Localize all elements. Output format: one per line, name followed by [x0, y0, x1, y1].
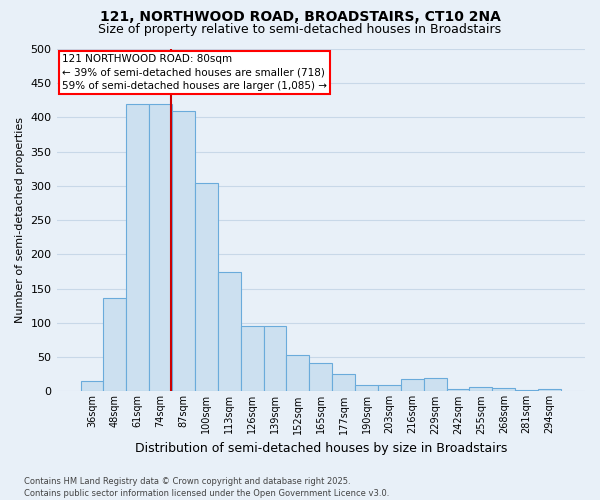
- Bar: [218, 272, 241, 392]
- Bar: [263, 326, 286, 392]
- Text: 121, NORTHWOOD ROAD, BROADSTAIRS, CT10 2NA: 121, NORTHWOOD ROAD, BROADSTAIRS, CT10 2…: [100, 10, 500, 24]
- Bar: [378, 384, 401, 392]
- Y-axis label: Number of semi-detached properties: Number of semi-detached properties: [15, 117, 25, 323]
- Bar: [172, 110, 195, 392]
- Text: Contains HM Land Registry data © Crown copyright and database right 2025.
Contai: Contains HM Land Registry data © Crown c…: [24, 476, 389, 498]
- Bar: [241, 326, 263, 392]
- Bar: [355, 384, 378, 392]
- Bar: [332, 374, 355, 392]
- Bar: [446, 390, 469, 392]
- Bar: [286, 355, 310, 392]
- Bar: [80, 381, 103, 392]
- Text: Size of property relative to semi-detached houses in Broadstairs: Size of property relative to semi-detach…: [98, 22, 502, 36]
- Bar: [469, 388, 493, 392]
- Bar: [103, 298, 127, 392]
- Bar: [149, 104, 172, 392]
- Bar: [538, 390, 561, 392]
- Text: 121 NORTHWOOD ROAD: 80sqm
← 39% of semi-detached houses are smaller (718)
59% of: 121 NORTHWOOD ROAD: 80sqm ← 39% of semi-…: [62, 54, 327, 90]
- Bar: [493, 388, 515, 392]
- Bar: [127, 104, 149, 392]
- Bar: [195, 182, 218, 392]
- Bar: [310, 362, 332, 392]
- Bar: [515, 390, 538, 392]
- X-axis label: Distribution of semi-detached houses by size in Broadstairs: Distribution of semi-detached houses by …: [134, 442, 507, 455]
- Bar: [424, 378, 446, 392]
- Bar: [401, 379, 424, 392]
